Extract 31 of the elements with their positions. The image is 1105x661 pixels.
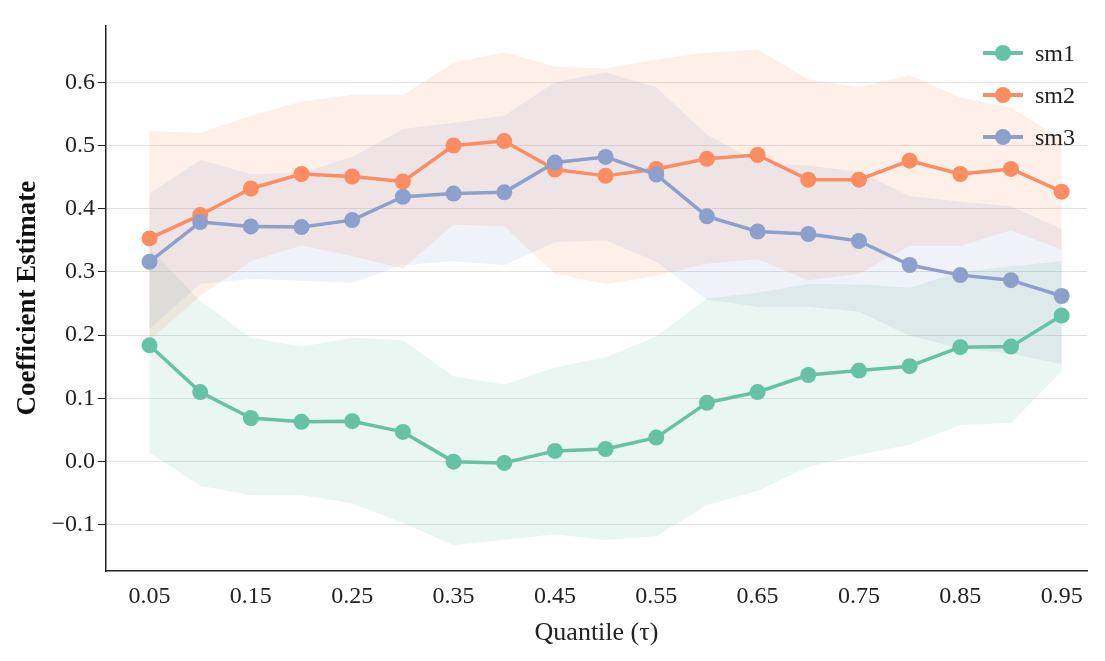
x-tick-label: 0.95 — [1040, 581, 1083, 608]
y-tick-label: 0.1 — [64, 383, 95, 410]
point — [293, 219, 310, 236]
point — [141, 337, 158, 354]
point — [1053, 183, 1070, 200]
x-tick-label: 0.75 — [837, 581, 880, 608]
x-tick-label: 0.35 — [432, 581, 475, 608]
x-axis-title: Quantile (τ) — [534, 617, 659, 647]
y-axis-title: Coefficient Estimate — [11, 180, 42, 416]
x-tick-label: 0.45 — [533, 581, 576, 608]
y-tick-label: 0.4 — [64, 194, 95, 221]
legend-label: sm2 — [1034, 81, 1075, 109]
y-tick-label: 0.0 — [64, 446, 95, 473]
y-tick-label: 0.6 — [64, 67, 95, 94]
point — [293, 165, 310, 182]
x-tick-label: 0.05 — [128, 581, 171, 608]
point — [242, 218, 259, 235]
x-tick-label: 0.25 — [331, 581, 374, 608]
y-tick-label: 0.2 — [64, 320, 95, 347]
legend-label: sm3 — [1034, 123, 1075, 151]
point — [242, 180, 259, 197]
y-tick-label: −0.1 — [51, 510, 95, 537]
y-tick-label: 0.5 — [64, 130, 95, 157]
x-tick-label: 0.55 — [635, 581, 678, 608]
x-tick-label: 0.85 — [939, 581, 982, 608]
point — [1053, 307, 1070, 324]
x-tick-label: 0.65 — [736, 581, 779, 608]
y-tick-label: 0.3 — [64, 257, 95, 284]
legend-label: sm1 — [1034, 39, 1075, 67]
point — [1053, 287, 1070, 304]
x-tick-label: 0.15 — [229, 581, 272, 608]
